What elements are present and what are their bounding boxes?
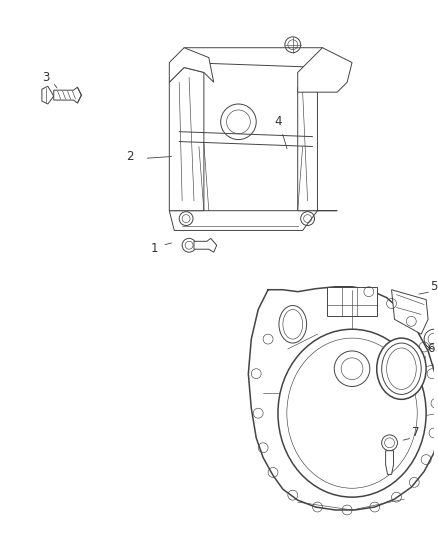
Polygon shape: [194, 238, 217, 252]
Text: 4: 4: [274, 115, 282, 128]
Polygon shape: [248, 287, 438, 510]
Ellipse shape: [387, 348, 416, 390]
Text: 3: 3: [42, 71, 49, 84]
Polygon shape: [298, 87, 337, 211]
Ellipse shape: [279, 305, 307, 343]
Ellipse shape: [278, 329, 426, 497]
Text: 6: 6: [427, 343, 435, 356]
FancyBboxPatch shape: [327, 287, 377, 317]
Text: 1: 1: [151, 242, 158, 255]
Polygon shape: [170, 48, 214, 82]
Polygon shape: [42, 86, 54, 104]
Polygon shape: [170, 68, 204, 211]
Ellipse shape: [287, 338, 417, 488]
Text: 7: 7: [413, 426, 420, 439]
Ellipse shape: [283, 310, 303, 339]
Polygon shape: [385, 451, 393, 474]
Polygon shape: [298, 48, 352, 92]
Ellipse shape: [377, 338, 426, 399]
Polygon shape: [174, 48, 332, 68]
Text: 2: 2: [126, 150, 134, 163]
Polygon shape: [170, 211, 318, 230]
Text: 5: 5: [430, 280, 438, 293]
Polygon shape: [392, 290, 428, 334]
Polygon shape: [54, 87, 81, 103]
Ellipse shape: [381, 343, 421, 394]
